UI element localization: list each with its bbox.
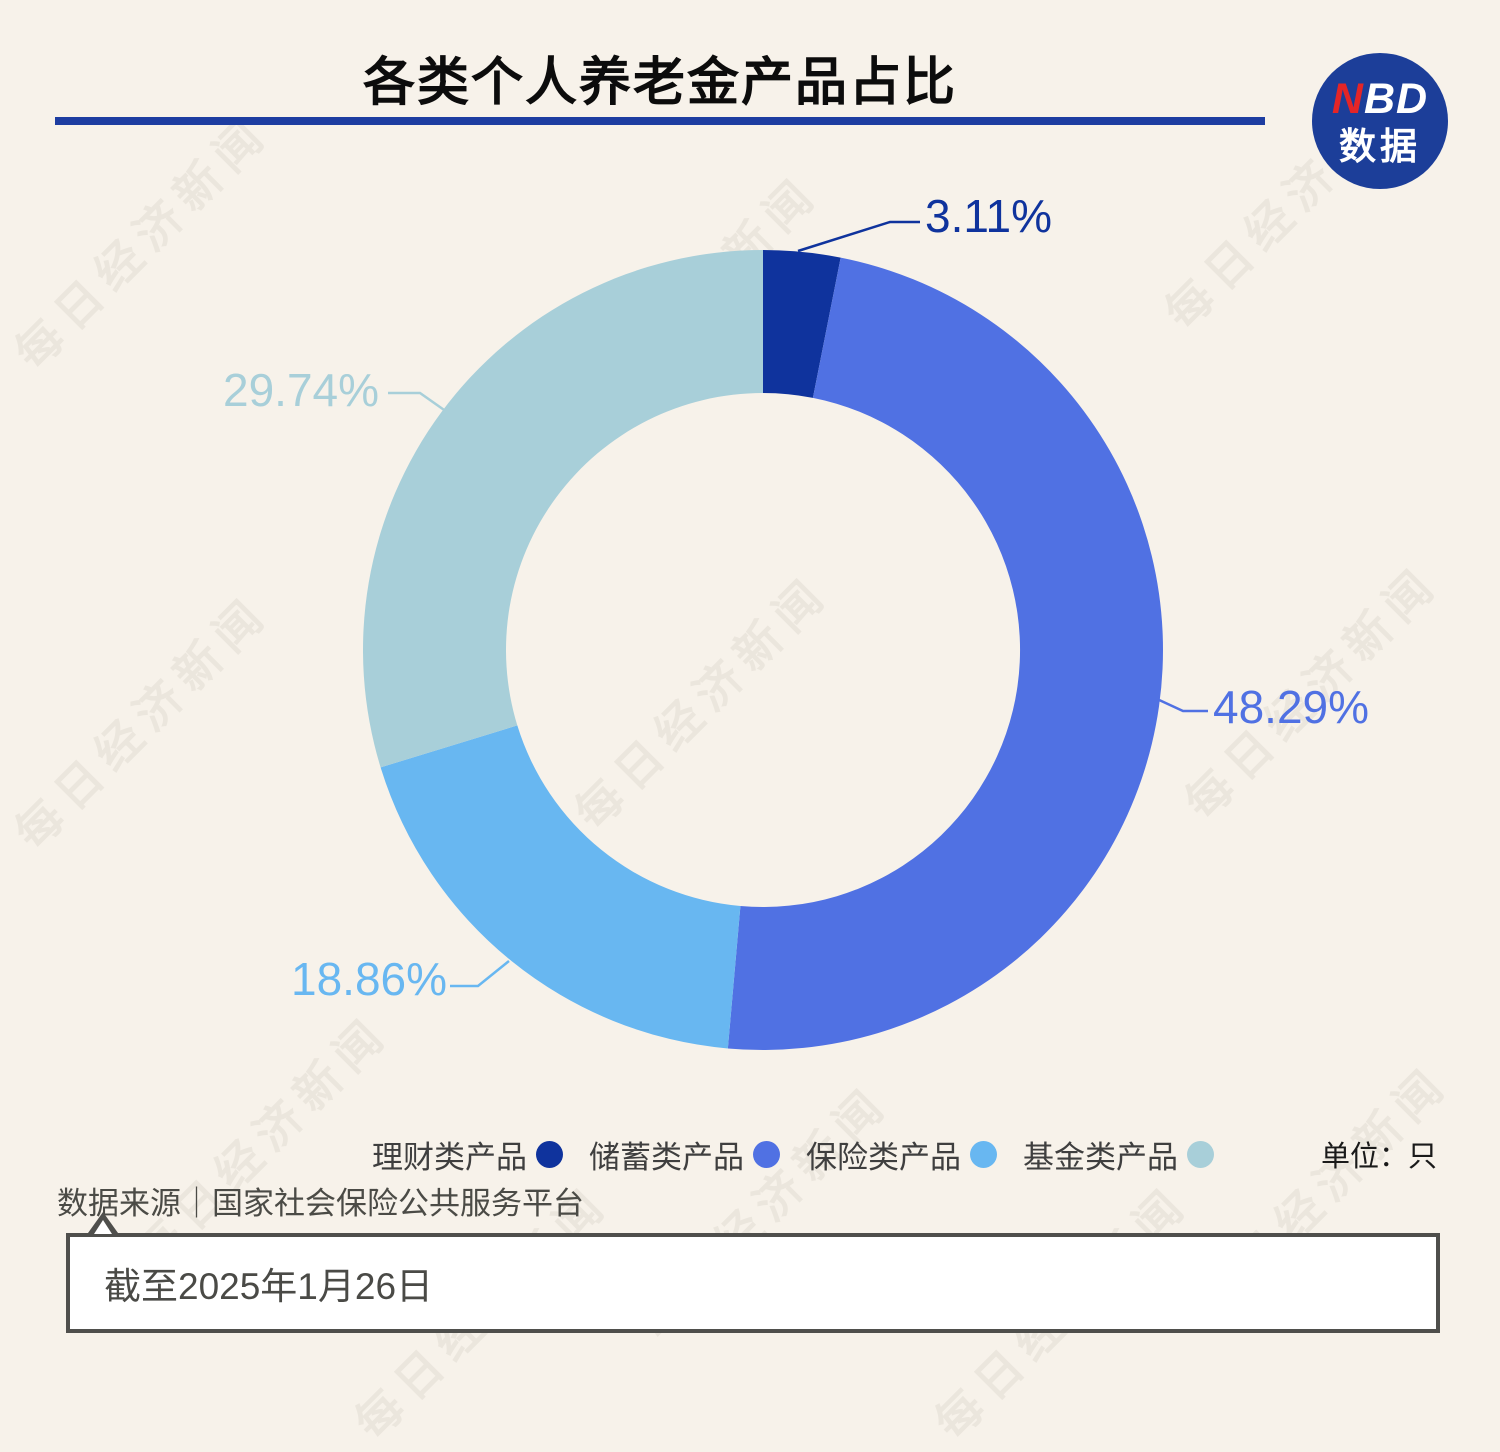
pct-label-savings: 48.29%: [1213, 681, 1370, 733]
data-source-text: 数据来源｜国家社会保险公共服务平台: [57, 1186, 584, 1221]
legend-item-savings: 储蓄类产品: [589, 1132, 780, 1177]
nbd-logo-letters-bd: BD: [1363, 74, 1429, 123]
donut-slice-1: [727, 257, 1163, 1050]
nbd-logo: NBD 数据: [1312, 53, 1448, 189]
leader-line-insurance: [450, 960, 510, 988]
legend-dot-wealth-icon: [536, 1141, 563, 1168]
leader-line-wealth: [797, 220, 920, 253]
legend-item-fund: 基金类产品: [1023, 1132, 1214, 1177]
legend-dot-fund-icon: [1187, 1141, 1214, 1168]
unit-label: 单位：只: [1320, 1141, 1437, 1173]
pct-label-fund: 29.74%: [223, 364, 380, 416]
date-note-box: 截至2025年1月26日: [66, 1212, 1440, 1333]
nbd-logo-text: NBD: [1331, 74, 1429, 123]
date-note-text: 截至2025年1月26日: [104, 1266, 434, 1307]
leader-line-savings: [1156, 697, 1208, 713]
infographic-page: 每日经济新闻 每日经济新闻 每日经济新闻 每日经济新闻 每日经济新闻 每日经济新闻 每日经济…: [5, 53, 1459, 1449]
legend: 理财类产品 储蓄类产品 保险类产品 基金类产品: [372, 1132, 1214, 1177]
nbd-logo-letter-n: N: [1331, 74, 1364, 123]
leader-line-fund: [388, 391, 448, 414]
donut-slice-2: [380, 725, 741, 1049]
legend-label-insurance: 保险类产品: [806, 1140, 961, 1175]
pct-label-insurance: 18.86%: [291, 953, 448, 1005]
donut-slice-3: [362, 250, 763, 768]
nbd-logo-subtext: 数据: [1339, 125, 1421, 167]
donut-chart: [362, 220, 1208, 1050]
legend-dot-savings-icon: [753, 1141, 780, 1168]
legend-dot-insurance-icon: [970, 1141, 997, 1168]
donut-slice-0: [763, 250, 841, 398]
donut-slices-group: [362, 250, 1163, 1050]
legend-label-wealth: 理财类产品: [372, 1140, 527, 1175]
legend-label-fund: 基金类产品: [1023, 1140, 1178, 1175]
page-title: 各类个人养老金产品占比: [362, 54, 957, 112]
legend-label-savings: 储蓄类产品: [589, 1140, 744, 1175]
legend-item-wealth: 理财类产品: [372, 1132, 563, 1177]
legend-item-insurance: 保险类产品: [806, 1132, 997, 1177]
pct-label-wealth: 3.11%: [925, 190, 1053, 242]
title-underline: [55, 117, 1265, 125]
